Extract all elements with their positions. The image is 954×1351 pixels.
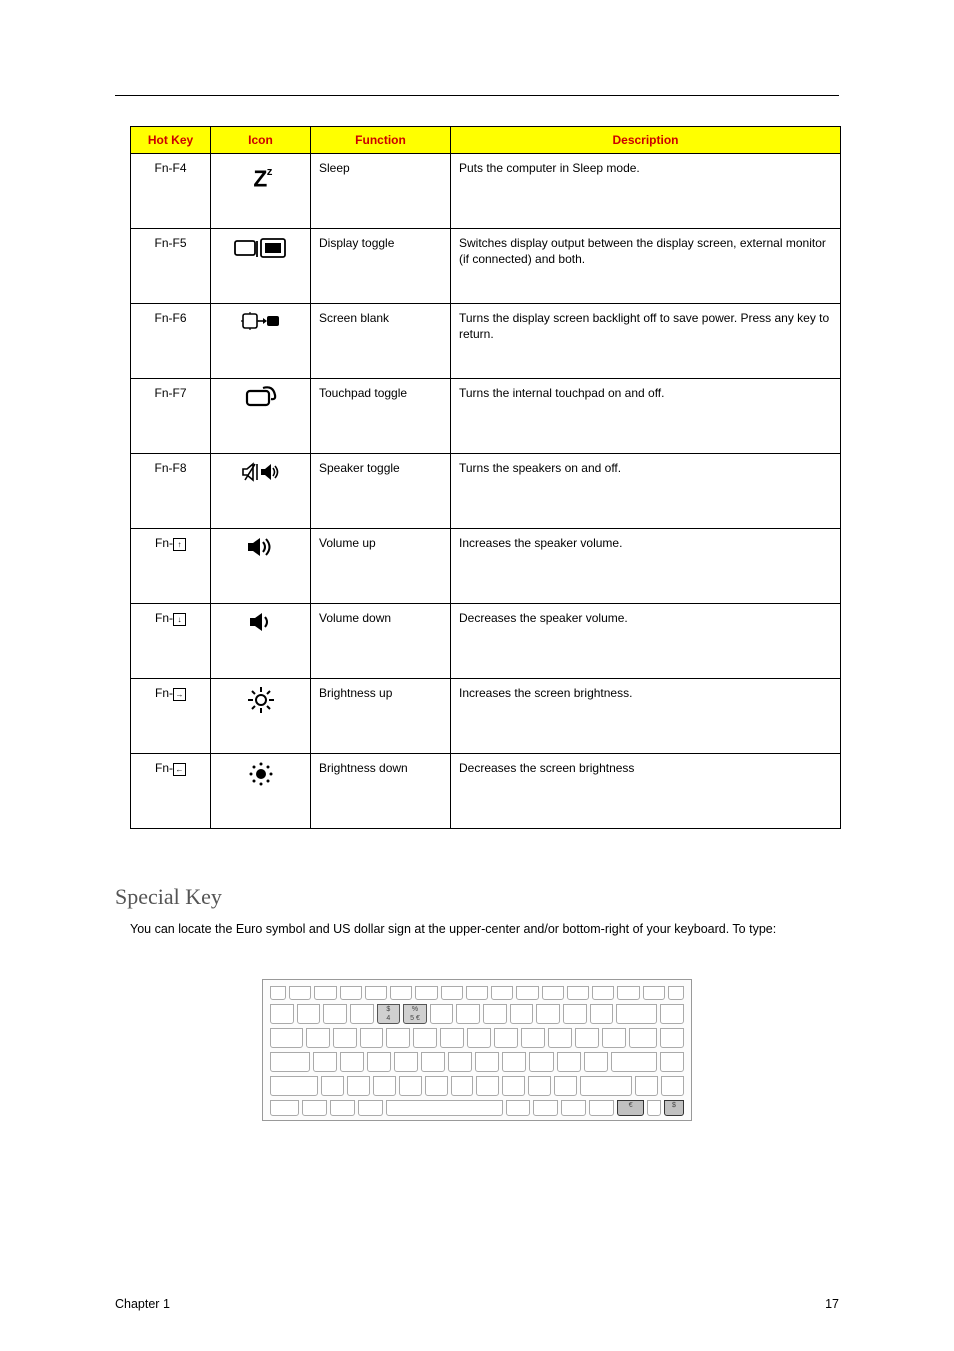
hotkey-cell: Fn-→: [131, 679, 211, 754]
hotkey-cell: Fn-↓: [131, 604, 211, 679]
header-function: Function: [311, 127, 451, 154]
description-cell: Switches display output between the disp…: [451, 229, 841, 304]
hotkey-prefix: Fn-: [155, 761, 173, 775]
function-cell: Volume down: [311, 604, 451, 679]
keyboard-diagram: $4 %5 €: [262, 979, 692, 1121]
function-cell: Display toggle: [311, 229, 451, 304]
table-row: Fn-↑ Volume up Increases the speaker vol…: [131, 529, 841, 604]
table-row: Fn-→ Brightness up Increases the scr: [131, 679, 841, 754]
arrow-up-key: ↑: [173, 538, 186, 551]
hotkey-cell: Fn-F6: [131, 304, 211, 379]
table-row: Fn-F5 Display toggle Switches display ou…: [131, 229, 841, 304]
touchpad-toggle-icon: [243, 385, 279, 409]
icon-cell: [211, 454, 311, 529]
hotkey-prefix: Fn-: [155, 536, 173, 550]
header-icon: Icon: [211, 127, 311, 154]
function-cell: Sleep: [311, 154, 451, 229]
icon-cell: [211, 679, 311, 754]
function-cell: Brightness down: [311, 754, 451, 829]
description-cell: Increases the screen brightness.: [451, 679, 841, 754]
arrow-right-key: →: [173, 688, 186, 701]
description-cell: Puts the computer in Sleep mode.: [451, 154, 841, 229]
function-cell: Speaker toggle: [311, 454, 451, 529]
sleep-icon: Z z: [242, 160, 280, 198]
hotkey-cell: Fn-F4: [131, 154, 211, 229]
hotkey-cell: Fn-↑: [131, 529, 211, 604]
icon-cell: [211, 604, 311, 679]
svg-text:Z: Z: [253, 166, 267, 192]
header-hotkey: Hot Key: [131, 127, 211, 154]
function-cell: Brightness up: [311, 679, 451, 754]
icon-cell: Z z: [211, 154, 311, 229]
table-row: Fn-F4 Z z Sleep Puts the computer in Sle…: [131, 154, 841, 229]
table-row: Fn-F6 Screen blank Turns the display: [131, 304, 841, 379]
hotkeys-table: Hot Key Icon Function Description Fn-F4 …: [130, 126, 841, 829]
screen-blank-icon: [241, 310, 281, 334]
brightness-up-icon: [246, 685, 276, 715]
function-cell: Volume up: [311, 529, 451, 604]
table-row: Fn-F8 Speaker toggle Turns the speakers …: [131, 454, 841, 529]
function-cell: Screen blank: [311, 304, 451, 379]
icon-cell: [211, 304, 311, 379]
description-cell: Decreases the screen brightness: [451, 754, 841, 829]
header-description: Description: [451, 127, 841, 154]
speaker-toggle-icon: [241, 460, 281, 484]
arrow-left-key: ←: [173, 763, 186, 776]
description-cell: Turns the display screen backlight off t…: [451, 304, 841, 379]
icon-cell: [211, 379, 311, 454]
table-header-row: Hot Key Icon Function Description: [131, 127, 841, 154]
icon-cell: [211, 229, 311, 304]
special-key-heading: Special Key: [115, 884, 839, 910]
description-cell: Increases the speaker volume.: [451, 529, 841, 604]
table-row: Fn-← Brightness down Decreases the s: [131, 754, 841, 829]
display-toggle-icon: [233, 235, 289, 263]
special-key-body: You can locate the Euro symbol and US do…: [130, 920, 839, 939]
table-row: Fn-↓ Volume down Decreases the speaker v…: [131, 604, 841, 679]
brightness-down-icon: [247, 760, 275, 788]
footer-chapter: Chapter 1: [115, 1297, 170, 1311]
arrow-down-key: ↓: [173, 613, 186, 626]
description-cell: Turns the speakers on and off.: [451, 454, 841, 529]
volume-down-icon: [248, 610, 274, 634]
hotkey-cell: Fn-F7: [131, 379, 211, 454]
hotkey-cell: Fn-F5: [131, 229, 211, 304]
hotkey-prefix: Fn-: [155, 686, 173, 700]
hotkey-prefix: Fn-: [155, 611, 173, 625]
hotkey-cell: Fn-F8: [131, 454, 211, 529]
icon-cell: [211, 754, 311, 829]
description-cell: Decreases the speaker volume.: [451, 604, 841, 679]
icon-cell: [211, 529, 311, 604]
volume-up-icon: [246, 535, 276, 559]
svg-text:z: z: [266, 166, 272, 178]
hotkey-cell: Fn-←: [131, 754, 211, 829]
table-row: Fn-F7 Touchpad toggle Turns the internal…: [131, 379, 841, 454]
description-cell: Turns the internal touchpad on and off.: [451, 379, 841, 454]
footer-page-number: 17: [825, 1297, 839, 1311]
function-cell: Touchpad toggle: [311, 379, 451, 454]
